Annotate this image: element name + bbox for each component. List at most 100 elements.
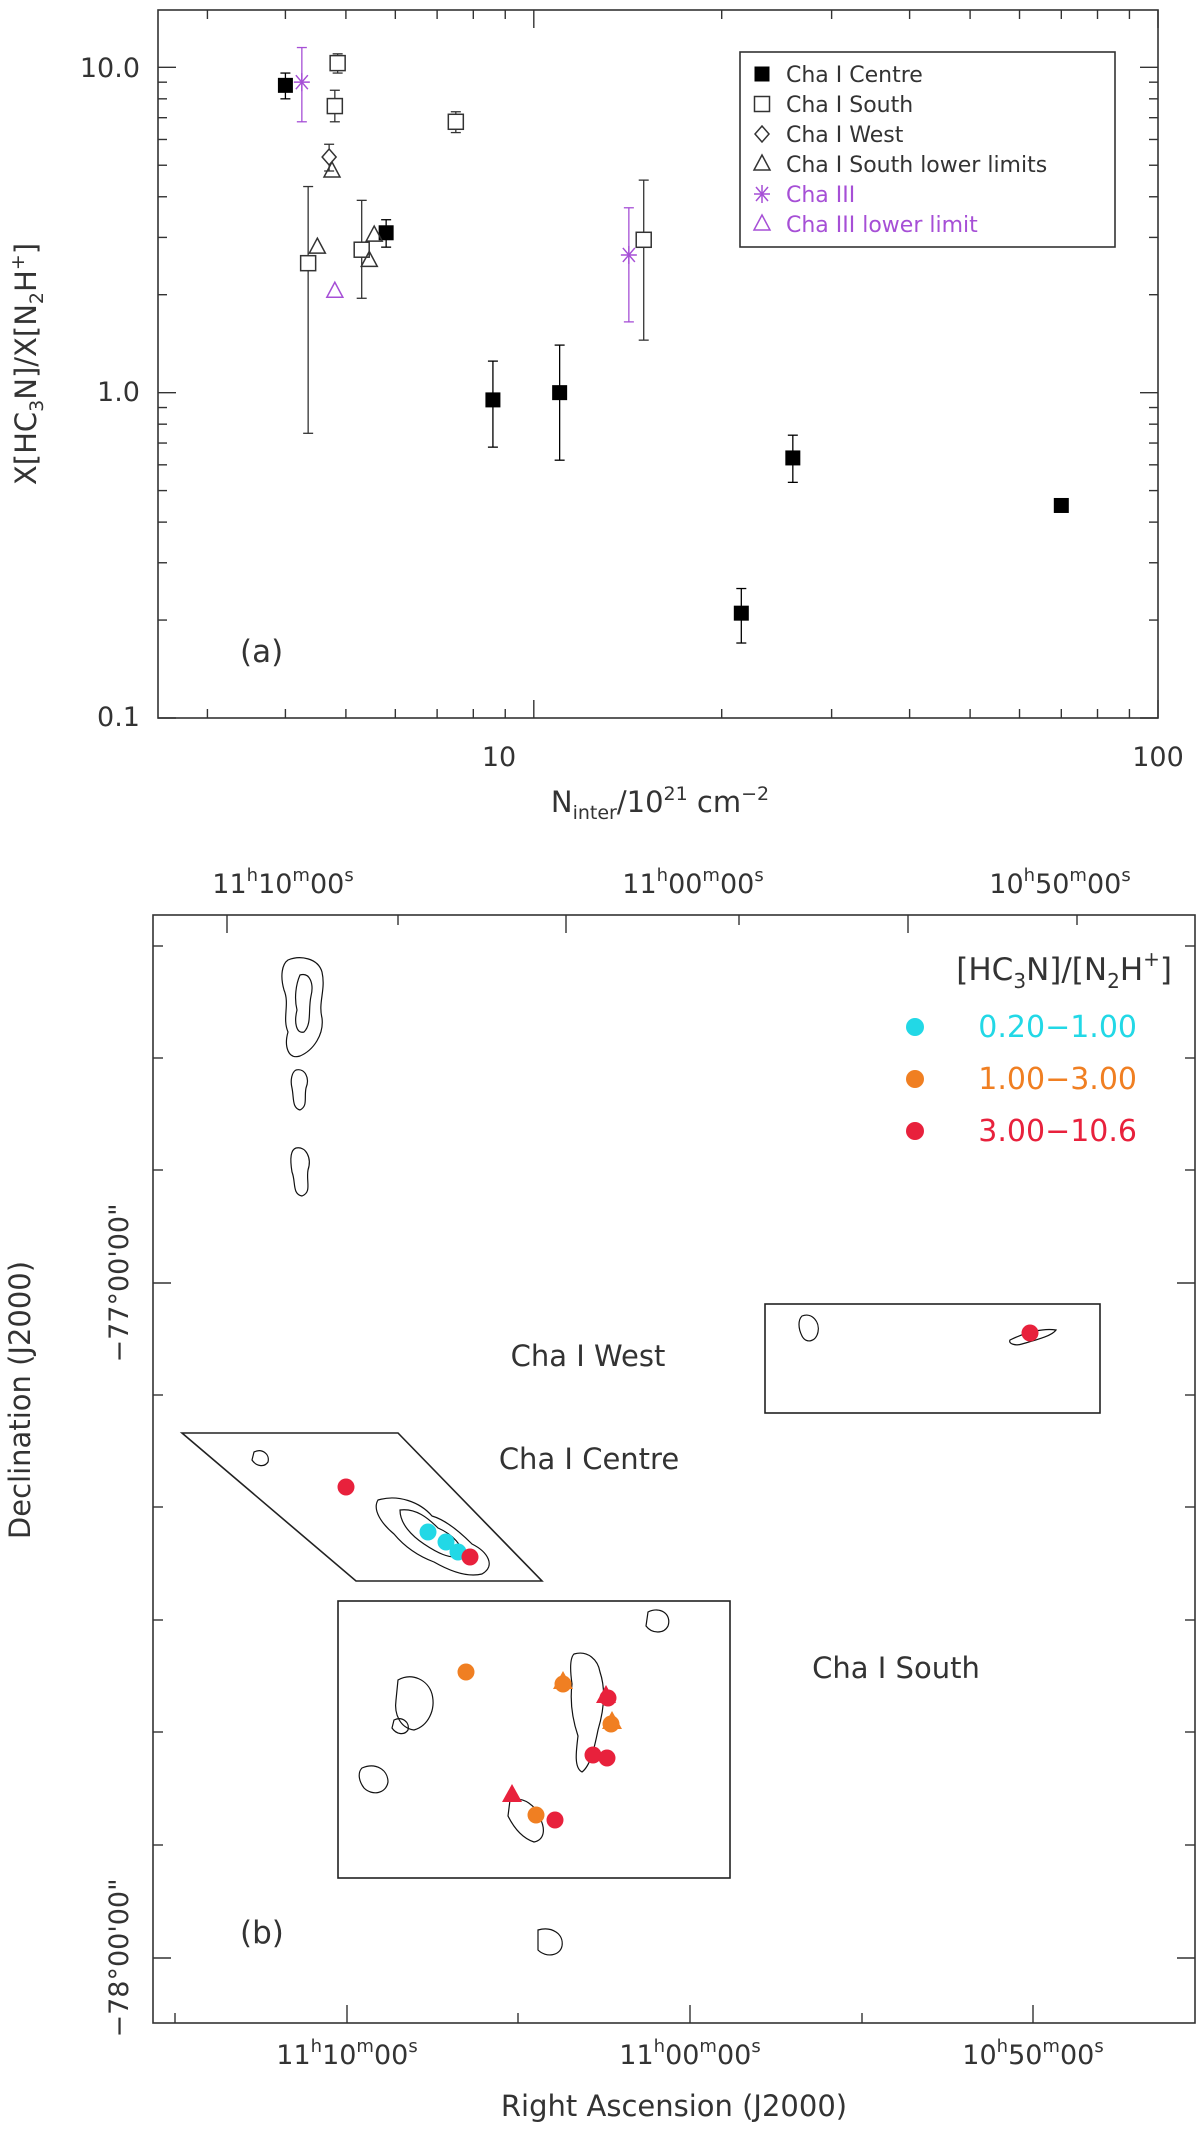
data-point	[277, 77, 293, 93]
series-cha-i-south	[299, 53, 652, 434]
panel-a-scatter: 10.0 1.0 0.1 10 100 Ninter/1021 cm−2 X[H…	[7, 9, 1184, 824]
contour-south-left-3	[358, 1765, 389, 1794]
contour-map	[251, 957, 1058, 1956]
series-cha-iii	[293, 46, 637, 323]
region-label-west: Cha I West	[511, 1339, 666, 1373]
ratio-marker-limit	[596, 1685, 616, 1703]
ra-tick-bottom-1100: 11h00m00s	[619, 2036, 760, 2071]
y-tick-label-10: 10.0	[80, 53, 140, 84]
dec-axis-title: Declination (J2000)	[3, 1261, 37, 1539]
ra-axis-title: Right Ascension (J2000)	[501, 2089, 847, 2123]
legend-marker	[752, 213, 772, 231]
ra-tick-top-1050: 10h50m00s	[989, 865, 1130, 900]
contour-south-left-2	[391, 1718, 409, 1735]
data-point	[325, 280, 345, 298]
contour-centre-left	[251, 1450, 269, 1467]
cha-i-centre-region	[179, 1432, 544, 1582]
series-cha-i-centre	[277, 72, 1069, 644]
legend-marker	[753, 95, 771, 113]
panel-a-frame	[157, 9, 1159, 719]
legend-entry: Cha I South	[786, 93, 913, 118]
data-point	[322, 160, 342, 178]
ratio-legend-label: 3.00−10.6	[978, 1114, 1137, 1149]
panel-b-label: (b)	[240, 1915, 284, 1951]
ratio-marker	[419, 1523, 437, 1541]
legend-entry: Cha III lower limit	[786, 213, 978, 238]
ratio-marker	[337, 1478, 355, 1496]
data-point	[635, 231, 652, 249]
data-point	[485, 392, 501, 408]
data-point	[326, 97, 344, 115]
contour-north-cloud-1	[281, 957, 324, 1058]
ratio-marker-limit	[553, 1671, 573, 1689]
x-tick-label-100: 100	[1132, 742, 1184, 773]
ratio-legend-swatch	[906, 1018, 924, 1036]
ratio-legend-swatch	[906, 1122, 924, 1140]
x-tick-label-10: 10	[482, 742, 516, 773]
legend-marker	[754, 66, 770, 82]
ratio-marker	[1021, 1324, 1039, 1342]
panel-a-data	[277, 46, 1069, 644]
legend-entry: Cha III	[786, 183, 855, 208]
contour-centre-main	[375, 1497, 490, 1576]
panel-b-ticks	[153, 915, 1195, 2023]
ra-tick-bottom-1110: 11h10m00s	[276, 2036, 417, 2071]
series-cha-i-south-lower-limits	[308, 160, 384, 268]
ratio-marker-limit	[502, 1784, 522, 1802]
data-point	[733, 605, 749, 621]
ra-tick-top-1100: 11h00m00s	[622, 865, 763, 900]
ratio-marker	[461, 1548, 479, 1566]
data-point	[321, 147, 338, 167]
data-point	[293, 73, 310, 92]
legend-marker	[752, 153, 772, 171]
y-tick-label-0-1: 0.1	[97, 702, 140, 733]
data-point	[378, 225, 394, 241]
dec-tick-minus78: −78°00'00"	[104, 1878, 135, 2037]
panel-a-label: (a)	[240, 634, 283, 670]
data-point	[308, 236, 327, 254]
ratio-marker	[437, 1533, 455, 1551]
contour-south-upper	[645, 1609, 670, 1633]
panel-b-legend: [HC3N]/[N2H+] 0.20−1.00 1.00−3.00 3.00−10.…	[906, 947, 1172, 1149]
contour-south-left-1	[395, 1676, 434, 1731]
data-point	[785, 450, 801, 466]
legend-entry: Cha I South lower limits	[786, 153, 1047, 178]
data-point	[299, 254, 317, 272]
data-point	[329, 54, 346, 72]
contour-south-right	[570, 1652, 605, 1773]
cha-i-west-region	[764, 1303, 1101, 1414]
cha-i-south-region	[337, 1600, 731, 1879]
contour-north-cloud-4	[290, 1147, 310, 1197]
ratio-marker-limit	[602, 1711, 622, 1729]
ratio-legend-label: 0.20−1.00	[978, 1010, 1137, 1045]
ra-tick-top-1110: 11h10m00s	[212, 865, 353, 900]
data-point	[620, 245, 637, 264]
ratio-legend-swatch	[906, 1070, 924, 1088]
data-point	[1053, 497, 1069, 513]
ratio-legend-label: 1.00−3.00	[978, 1062, 1137, 1097]
data-point	[360, 249, 379, 268]
y-tick-label-1: 1.0	[97, 377, 140, 408]
contour-south-middle	[507, 1798, 544, 1843]
panel-b-ratio-markers	[337, 1324, 1039, 1829]
ratio-legend-title: [HC3N]/[N2H+]	[956, 947, 1172, 993]
series-cha-iii-lower-limit	[325, 280, 345, 298]
y-axis-title: X[HC3N]/X[N2H+]	[7, 243, 48, 485]
data-point	[353, 241, 370, 258]
region-label-centre: Cha I Centre	[499, 1442, 679, 1476]
panel-a-ticks	[158, 10, 1159, 719]
region-label-south: Cha I South	[812, 1651, 980, 1685]
ratio-marker	[546, 1811, 564, 1829]
x-axis-title: Ninter/1021 cm−2	[551, 783, 769, 824]
contour-west-blob	[798, 1314, 819, 1342]
ra-tick-bottom-1050: 10h50m00s	[962, 2036, 1103, 2071]
legend-entry: Cha I Centre	[786, 63, 923, 88]
panel-b-map: 11h10m00s 11h00m00s 10h50m00s 11h10m00s …	[3, 865, 1196, 2123]
contour-north-cloud-3	[290, 1069, 308, 1111]
ratio-marker	[598, 1749, 616, 1767]
legend-entry: Cha I West	[786, 123, 904, 148]
panel-b-frame	[152, 914, 1196, 2024]
legend-box	[739, 51, 1116, 248]
data-point	[447, 113, 465, 131]
